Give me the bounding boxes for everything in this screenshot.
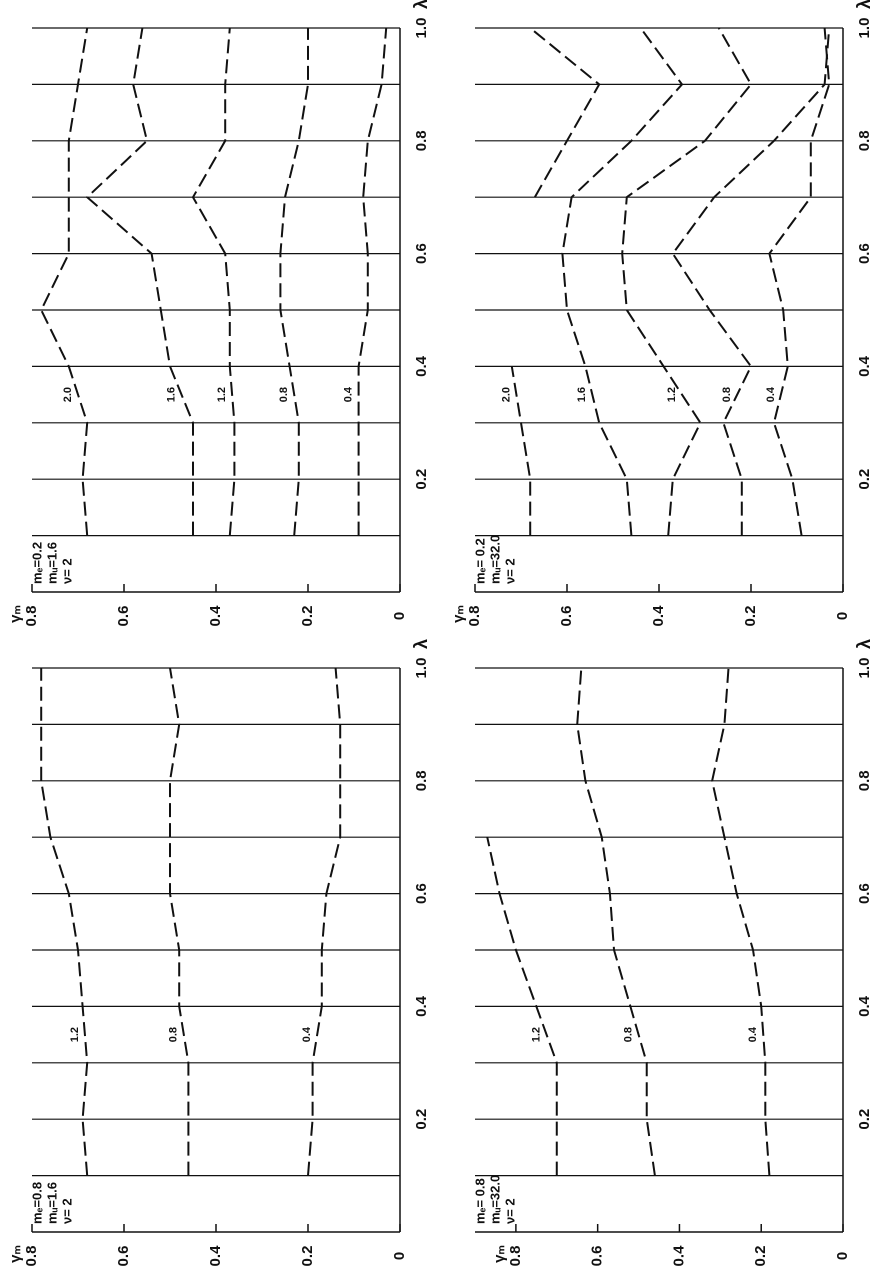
data-line <box>169 667 190 1176</box>
series-label: 1.6 <box>165 387 177 402</box>
x-tick-label: 0.2 <box>413 469 430 490</box>
x-tick-label: 0.6 <box>413 883 430 904</box>
x-tick-label: 0.2 <box>413 1109 430 1130</box>
data-line <box>711 667 771 1176</box>
series-label: 2.0 <box>500 387 512 402</box>
data-line <box>671 27 831 536</box>
x-tick-label: 0.6 <box>856 243 873 264</box>
annotation: ν= 2 <box>502 1198 517 1224</box>
x-axis-label: λ <box>854 639 874 649</box>
y-tick-label: 0.6 <box>558 606 575 627</box>
x-tick-label: 0.2 <box>856 469 873 490</box>
data-line <box>40 668 89 1176</box>
data-line <box>191 27 236 536</box>
series-label: 0.4 <box>765 386 777 402</box>
x-tick-label: 1.0 <box>413 658 430 679</box>
y-tick-label: 0.2 <box>752 1246 769 1267</box>
series-label: 0.8 <box>721 387 733 402</box>
annotation: ν= 2 <box>502 558 517 584</box>
x-tick-label: 0.8 <box>413 770 430 791</box>
y-axis-label: γₘ <box>491 1245 508 1263</box>
data-line <box>768 27 831 536</box>
x-axis-label: λ <box>411 639 431 649</box>
series-label: 1.2 <box>530 1027 542 1042</box>
data-line <box>40 27 89 536</box>
x-tick-label: 0.6 <box>856 883 873 904</box>
y-tick-label: 0.8 <box>466 606 483 627</box>
data-line <box>621 27 753 536</box>
series-label: 1.6 <box>576 387 588 402</box>
y-tick-label: 0.6 <box>589 1246 606 1267</box>
y-tick-label: 0 <box>391 1252 408 1260</box>
x-tick-label: 0.4 <box>856 355 873 377</box>
y-tick-label: 0.6 <box>115 1246 132 1267</box>
y-axis-label: γₘ <box>7 1245 24 1263</box>
x-tick-label: 1.0 <box>856 18 873 39</box>
x-tick-label: 0.4 <box>413 355 430 377</box>
y-axis-label: γₘ <box>450 605 467 623</box>
series-label: 2.0 <box>62 387 74 402</box>
y-tick-label: 0 <box>834 612 851 620</box>
x-tick-label: 0.4 <box>413 995 430 1017</box>
series-label: 0.8 <box>278 387 290 402</box>
y-tick-label: 0.4 <box>207 1245 224 1267</box>
annotation: mᵤ=32.0 <box>487 535 502 584</box>
y-tick-label: 0.8 <box>507 1246 524 1267</box>
series-label: 0.4 <box>747 1026 759 1042</box>
data-line <box>85 27 194 536</box>
series-label: 0.8 <box>622 1027 634 1042</box>
x-tick-label: 0.2 <box>856 1109 873 1130</box>
x-axis-label: λ <box>854 0 874 9</box>
x-tick-label: 1.0 <box>413 18 430 39</box>
data-line <box>279 28 309 536</box>
data-line <box>510 366 532 536</box>
y-tick-label: 0.4 <box>650 605 667 627</box>
annotation: ν= 2 <box>59 1198 74 1224</box>
series-label: 1.2 <box>216 387 228 402</box>
series-label: 0.4 <box>343 386 355 402</box>
y-tick-label: 0.4 <box>670 1245 687 1267</box>
y-tick-label: 0.2 <box>299 1246 316 1267</box>
y-tick-label: 0 <box>834 1252 851 1260</box>
data-line <box>357 27 388 536</box>
y-tick-label: 0 <box>391 612 408 620</box>
y-tick-label: 0.8 <box>23 606 40 627</box>
y-tick-label: 0.2 <box>299 606 316 627</box>
series-label: 0.8 <box>168 1027 180 1042</box>
series-label: 1.2 <box>69 1027 81 1042</box>
annotation: mₑ= 0.8 <box>472 1178 487 1224</box>
data-line <box>576 667 656 1176</box>
annotation: mₑ=0.2 <box>29 542 44 584</box>
y-tick-label: 0.6 <box>115 606 132 627</box>
x-axis-label: λ <box>411 0 431 9</box>
annotation: mᵤ=1.6 <box>44 1182 59 1224</box>
series-label: 1.2 <box>666 387 678 402</box>
x-tick-label: 0.8 <box>413 130 430 151</box>
data-line <box>561 27 684 536</box>
x-tick-label: 0.8 <box>856 130 873 151</box>
x-tick-label: 0.6 <box>413 243 430 264</box>
x-tick-label: 1.0 <box>856 658 873 679</box>
y-tick-label: 0.4 <box>207 605 224 627</box>
annotation: mₑ= 0.2 <box>472 538 487 584</box>
x-tick-label: 0.4 <box>856 995 873 1017</box>
annotation: mₑ=0.8 <box>29 1182 44 1224</box>
series-label: 0.4 <box>301 1026 313 1042</box>
annotation: mᵤ=1.6 <box>44 542 59 584</box>
data-line <box>307 667 342 1176</box>
annotation: ν= 2 <box>59 558 74 584</box>
x-tick-label: 0.8 <box>856 770 873 791</box>
y-tick-label: 0.2 <box>742 606 759 627</box>
y-tick-label: 0.8 <box>23 1246 40 1267</box>
data-line <box>529 27 601 198</box>
annotation: mᵤ=32.0 <box>487 1175 502 1224</box>
data-line <box>486 836 558 1176</box>
y-axis-label: γₘ <box>7 605 24 623</box>
